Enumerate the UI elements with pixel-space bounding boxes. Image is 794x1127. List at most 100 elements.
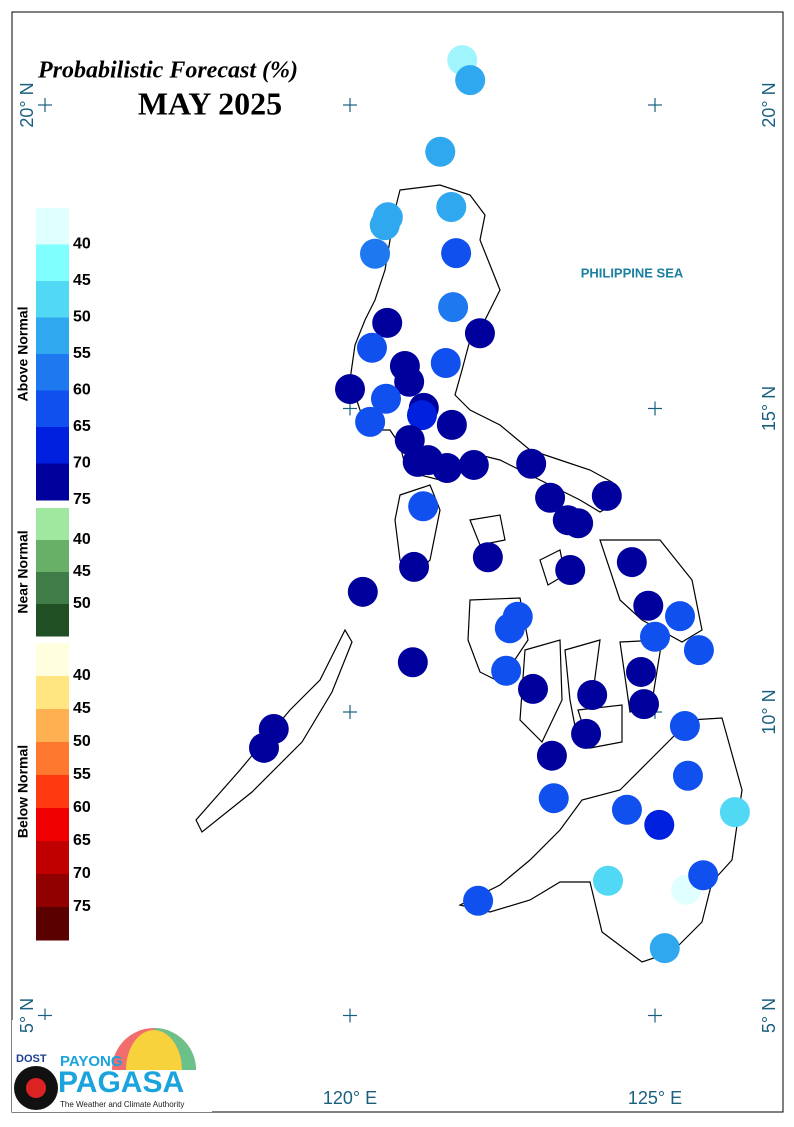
station xyxy=(430,347,461,378)
station xyxy=(491,655,522,686)
legend-swatch xyxy=(36,604,69,637)
legend-label: 65 xyxy=(73,418,91,435)
station xyxy=(683,635,714,666)
station xyxy=(347,576,378,607)
station xyxy=(355,406,386,437)
station xyxy=(591,480,622,511)
legend-swatch xyxy=(36,390,69,428)
station xyxy=(397,647,428,678)
legend-label: 55 xyxy=(73,766,91,783)
station xyxy=(360,238,391,269)
station xyxy=(665,601,696,632)
station xyxy=(644,809,675,840)
station xyxy=(535,482,566,513)
legend-label: 50 xyxy=(73,733,91,750)
legend-label: 40 xyxy=(73,531,91,548)
station xyxy=(640,621,670,652)
station xyxy=(436,409,467,440)
lat-label: 5° N xyxy=(759,998,779,1033)
legend-label: 60 xyxy=(73,799,91,816)
legend-swatch xyxy=(36,676,69,710)
legend-group-name: Near Normal xyxy=(15,530,31,613)
station xyxy=(425,136,456,167)
legend-label: 50 xyxy=(73,595,91,612)
station xyxy=(536,740,567,771)
station xyxy=(625,656,656,687)
legend-swatch xyxy=(36,281,69,318)
legend-swatch xyxy=(36,508,69,541)
legend-swatch xyxy=(36,808,69,842)
logo-brand: PAGASA xyxy=(58,1066,184,1099)
station xyxy=(593,865,624,896)
station xyxy=(248,732,279,763)
legend-swatch xyxy=(36,874,69,908)
legend-swatch xyxy=(36,354,69,391)
station xyxy=(438,292,469,323)
station xyxy=(472,542,503,573)
legend-label: 50 xyxy=(73,309,91,326)
legend-group-name: Above Normal xyxy=(15,307,31,402)
legend-label: 75 xyxy=(73,491,91,508)
legend-swatch xyxy=(36,317,69,355)
station xyxy=(672,760,703,791)
station xyxy=(518,673,548,704)
station xyxy=(669,710,700,741)
dost-seal-core xyxy=(26,1078,46,1098)
station xyxy=(463,885,494,916)
station xyxy=(399,551,430,582)
station xyxy=(555,554,586,585)
station xyxy=(441,238,472,269)
station xyxy=(494,613,525,644)
legend-swatch xyxy=(36,709,69,743)
legend-swatch xyxy=(36,742,69,776)
legend-swatch xyxy=(36,775,69,809)
station xyxy=(633,590,664,621)
station xyxy=(538,783,569,814)
lat-label: 20° N xyxy=(759,82,779,127)
lat-label: 20° N xyxy=(17,82,37,127)
legend-swatch xyxy=(36,463,69,501)
legend-label: 70 xyxy=(73,865,91,882)
stations xyxy=(248,45,750,964)
station xyxy=(370,383,401,414)
title: Probabilistic Forecast (%) xyxy=(37,58,298,84)
station xyxy=(649,933,680,964)
umbrella-band xyxy=(126,1030,182,1070)
station xyxy=(394,366,425,397)
station xyxy=(369,210,400,241)
station xyxy=(688,860,719,891)
legend-swatch xyxy=(36,208,69,245)
legend-label: 45 xyxy=(73,272,91,289)
legend: 40 45 50 55 60 65 70 75 Above Normal 40 45 50 Near N… xyxy=(15,208,91,941)
legend-swatch xyxy=(36,841,69,875)
legend-label: 40 xyxy=(73,236,91,253)
station xyxy=(719,797,750,828)
station xyxy=(616,547,647,578)
station xyxy=(629,689,660,720)
lat-label: 5° N xyxy=(17,998,37,1033)
legend-label: 75 xyxy=(73,898,91,915)
logo-brand-top: PAYONG xyxy=(60,1053,123,1070)
legend-label: 55 xyxy=(73,345,91,362)
lat-label: 15° N xyxy=(759,386,779,431)
logo-tagline: The Weather and Climate Authority xyxy=(60,1100,184,1109)
legend-label: 45 xyxy=(73,563,91,580)
station xyxy=(458,449,489,480)
umbrella-band xyxy=(154,1028,196,1070)
station xyxy=(571,718,602,749)
station xyxy=(356,332,387,363)
station xyxy=(611,794,642,825)
station xyxy=(408,491,439,522)
station xyxy=(577,680,608,711)
legend-label: 45 xyxy=(73,700,91,717)
station xyxy=(335,374,365,405)
sea-label: PHILIPPINE SEA xyxy=(581,265,684,280)
station xyxy=(436,191,467,222)
lon-label: 125° E xyxy=(628,1088,682,1108)
logo-agency: DOST xyxy=(16,1053,47,1065)
station xyxy=(372,307,403,338)
legend-swatch xyxy=(36,540,69,573)
legend-swatch xyxy=(36,427,69,464)
